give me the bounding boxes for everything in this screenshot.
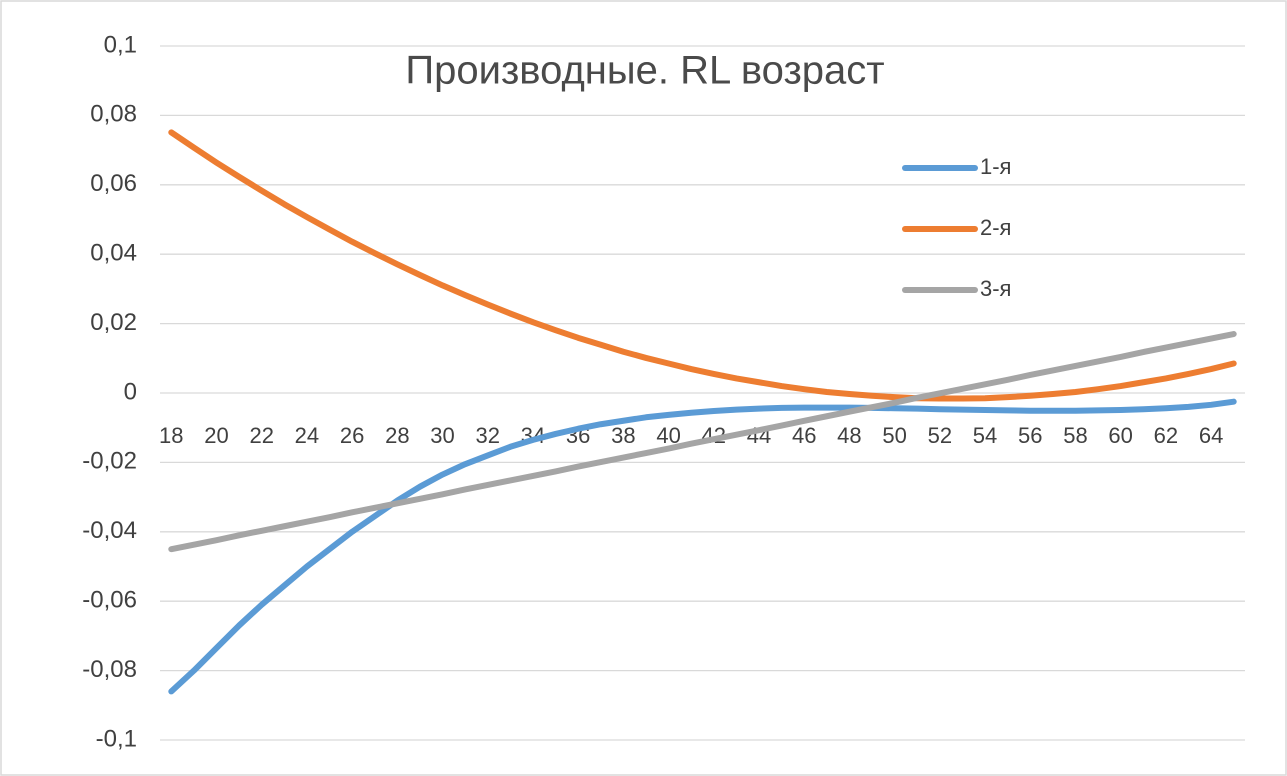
x-tick-label: 20 [204, 423, 228, 448]
x-tick-label: 30 [430, 423, 454, 448]
x-tick-label: 40 [656, 423, 680, 448]
x-tick-label: 52 [928, 423, 952, 448]
data-line [168, 331, 1237, 553]
y-tick-label: -0,1 [96, 725, 137, 752]
data-line [168, 129, 1237, 402]
x-tick-label: 56 [1018, 423, 1042, 448]
chart-title: Производные. RL возраст [405, 49, 884, 93]
y-tick-label: -0,06 [82, 587, 137, 614]
y-tick-label: 0,08 [90, 101, 137, 128]
x-tick-label: 46 [792, 423, 816, 448]
x-tick-label: 64 [1199, 423, 1223, 448]
y-tick-label: 0,04 [90, 240, 137, 267]
legend-label: 3-я [980, 276, 1011, 301]
x-tick-label: 58 [1063, 423, 1087, 448]
y-tick-label: 0,1 [104, 31, 137, 58]
x-tick-label: 48 [837, 423, 861, 448]
x-tick-label: 26 [340, 423, 364, 448]
y-tick-label: 0 [124, 378, 137, 405]
y-tick-label: -0,04 [82, 517, 137, 544]
x-tick-label: 60 [1108, 423, 1132, 448]
x-tick-label: 32 [476, 423, 500, 448]
x-tick-label: 38 [611, 423, 635, 448]
legend-label: 1-я [980, 154, 1011, 179]
legend-label: 2-я [980, 215, 1011, 240]
x-tick-label: 54 [973, 423, 997, 448]
y-tick-label: -0,08 [82, 656, 137, 683]
y-tick-label: 0,06 [90, 170, 137, 197]
x-tick-label: 62 [1154, 423, 1178, 448]
x-tick-label: 22 [249, 423, 273, 448]
y-tick-label: -0,02 [82, 448, 137, 475]
y-tick-label: 0,02 [90, 309, 137, 336]
data-line [168, 398, 1237, 695]
x-tick-label: 18 [159, 423, 183, 448]
x-tick-label: 28 [385, 423, 409, 448]
x-tick-label: 50 [882, 423, 906, 448]
x-tick-label: 24 [295, 423, 319, 448]
